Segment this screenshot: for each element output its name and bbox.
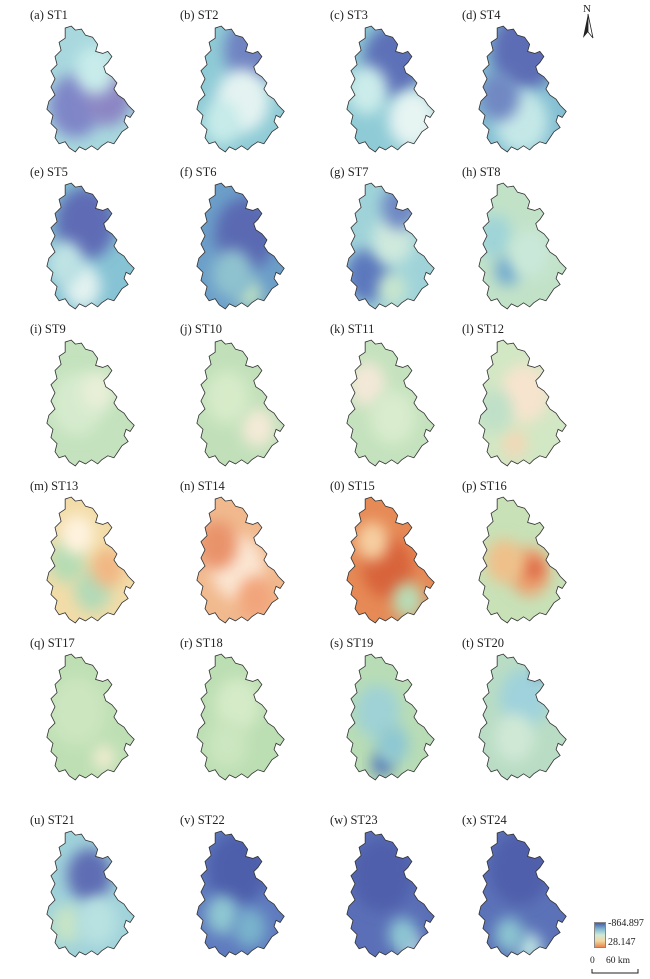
province-map: [46, 496, 135, 624]
map-panel: (m) ST13: [30, 479, 180, 642]
province-map: [478, 496, 567, 624]
map-panel: (e) ST5: [30, 165, 180, 328]
map-panel: (p) ST16: [462, 479, 612, 642]
scale-bar: 0 60 km: [590, 953, 650, 975]
legend-color-bar: [594, 922, 606, 948]
panel-label: (e) ST5: [30, 165, 68, 179]
panel-label: (x) ST24: [462, 813, 507, 827]
province-map: [478, 653, 567, 781]
province-map: [46, 339, 135, 467]
legend-min-label: 28.147: [608, 937, 636, 948]
map-panel: (l) ST12: [462, 322, 612, 485]
map-panel: (x) ST24: [462, 813, 612, 976]
panel-label: (k) ST11: [330, 322, 375, 336]
panel-label: (i) ST9: [30, 322, 66, 336]
map-panel: (0) ST15: [330, 479, 480, 642]
map-panel: (k) ST11: [330, 322, 480, 485]
province-map: [46, 25, 135, 153]
panel-label: (b) ST2: [180, 8, 219, 22]
province-map: [46, 653, 135, 781]
province-map: [478, 339, 567, 467]
province-map: [346, 496, 435, 624]
panel-label: (p) ST16: [462, 479, 507, 493]
map-panel: (t) ST20: [462, 636, 612, 799]
panel-label: (c) ST3: [330, 8, 368, 22]
panel-label: (d) ST4: [462, 8, 501, 22]
panel-label: (u) ST21: [30, 813, 75, 827]
scale-bar-zero: 0: [590, 956, 595, 966]
province-map: [196, 830, 285, 958]
panel-label: (0) ST15: [330, 479, 375, 493]
map-panel: (j) ST10: [180, 322, 330, 485]
map-panel: (i) ST9: [30, 322, 180, 485]
province-map: [196, 339, 285, 467]
north-arrow-icon: [583, 13, 594, 39]
province-map: [478, 25, 567, 153]
province-map: [196, 653, 285, 781]
map-panel: (w) ST23: [330, 813, 480, 976]
province-map: [196, 25, 285, 153]
legend: -864.897 28.147: [590, 918, 650, 978]
map-panel: (g) ST7: [330, 165, 480, 328]
scale-bar-text: 60 km: [606, 956, 631, 966]
map-panel: (d) ST4: [462, 8, 612, 171]
panel-label: (l) ST12: [462, 322, 505, 336]
province-map: [346, 182, 435, 310]
panel-label: (q) ST17: [30, 636, 75, 650]
panel-label: (w) ST23: [330, 813, 378, 827]
province-map: [46, 182, 135, 310]
province-map: [478, 182, 567, 310]
province-map: [196, 182, 285, 310]
panel-label: (v) ST22: [180, 813, 225, 827]
panel-label: (m) ST13: [30, 479, 79, 493]
panel-label: (f) ST6: [180, 165, 217, 179]
map-panel: (f) ST6: [180, 165, 330, 328]
panel-label: (t) ST20: [462, 636, 505, 650]
map-panel: (u) ST21: [30, 813, 180, 976]
panel-label: (n) ST14: [180, 479, 225, 493]
province-map: [46, 830, 135, 958]
province-map: [478, 830, 567, 958]
map-panel: (a) ST1: [30, 8, 180, 171]
panel-label: (s) ST19: [330, 636, 374, 650]
province-map: [196, 496, 285, 624]
province-map: [346, 830, 435, 958]
province-map: [346, 653, 435, 781]
province-map: [346, 25, 435, 153]
map-panel: (c) ST3: [330, 8, 480, 171]
north-label: N: [583, 3, 591, 15]
map-panel: (q) ST17: [30, 636, 180, 799]
map-panel: (h) ST8: [462, 165, 612, 328]
panel-label: (a) ST1: [30, 8, 68, 22]
panel-label: (h) ST8: [462, 165, 501, 179]
panel-label: (r) ST18: [180, 636, 223, 650]
map-panel: (r) ST18: [180, 636, 330, 799]
panel-label: (g) ST7: [330, 165, 369, 179]
map-panel: (b) ST2: [180, 8, 330, 171]
map-panel: (n) ST14: [180, 479, 330, 642]
map-panel: (s) ST19: [330, 636, 480, 799]
panel-label: (j) ST10: [180, 322, 223, 336]
map-panel: (v) ST22: [180, 813, 330, 976]
legend-max-label: -864.897: [608, 918, 644, 929]
province-map: [346, 339, 435, 467]
